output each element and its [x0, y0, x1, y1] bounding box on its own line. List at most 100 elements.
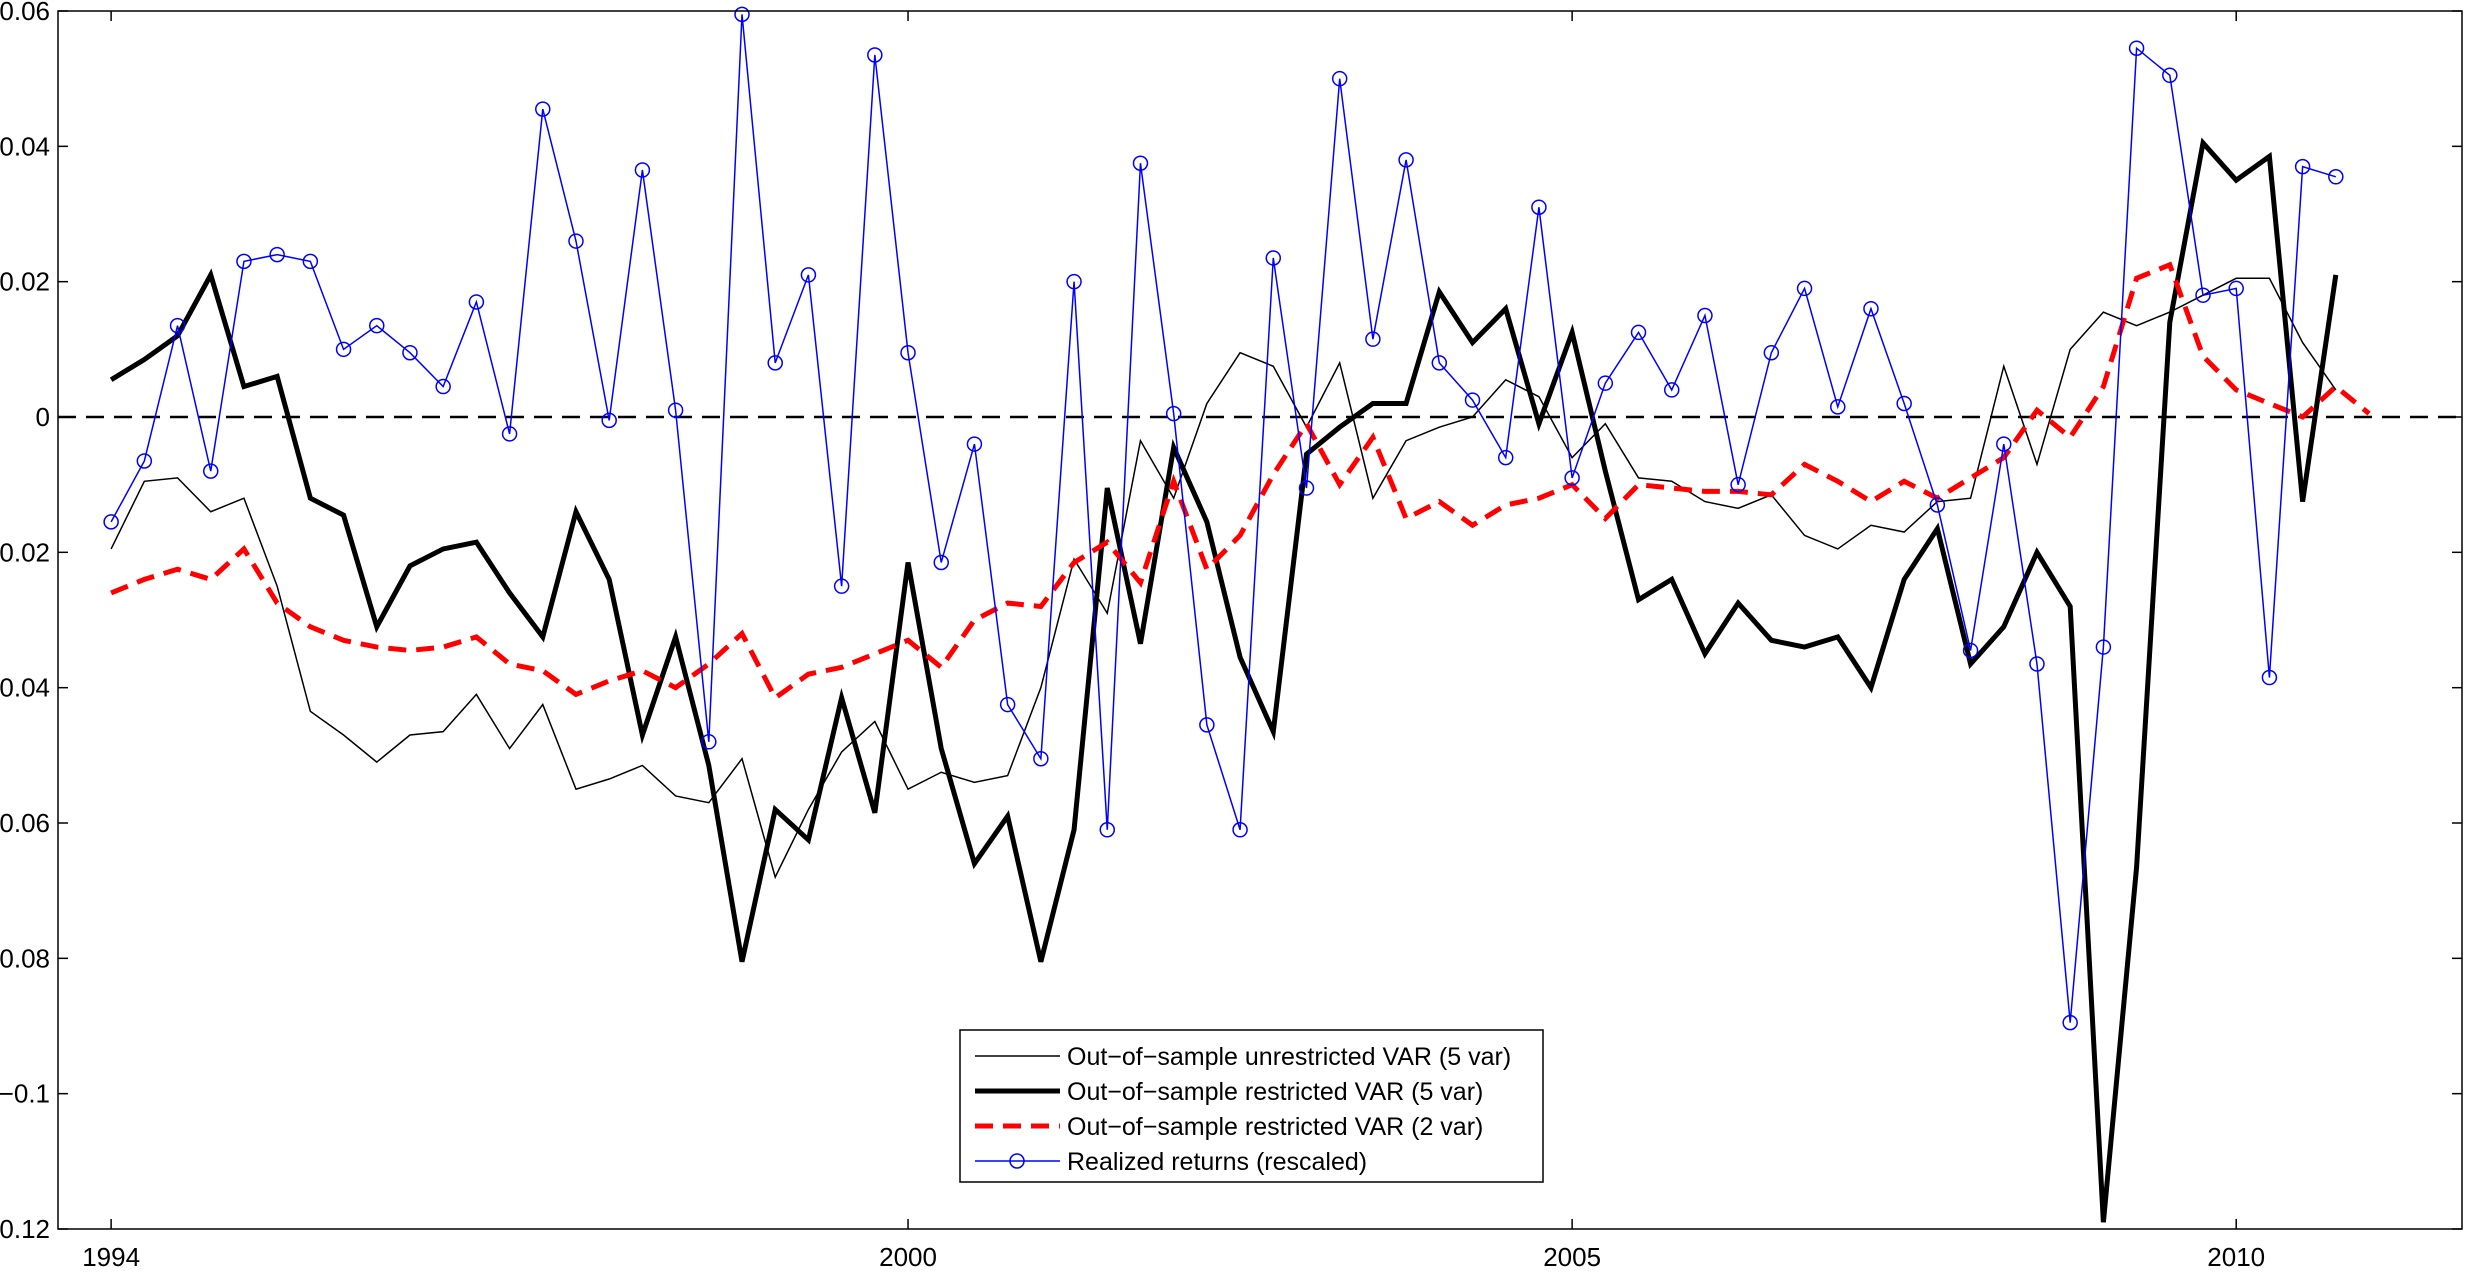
data-point: [1630, 324, 1647, 341]
y-tick-label: 0.06: [0, 0, 50, 26]
series-2: [110, 261, 2371, 702]
data-point: [269, 246, 285, 263]
data-point: [999, 696, 1016, 713]
data-point: [1663, 382, 1680, 398]
data-point: [1697, 307, 1713, 324]
data-point: [1265, 250, 1282, 266]
legend: Out−of−sample unrestricted VAR (5 var) Ou…: [959, 1029, 1544, 1183]
data-point: [933, 554, 949, 571]
data-point: [701, 734, 717, 750]
data-point: [634, 162, 651, 178]
data-point: [202, 463, 219, 479]
y-tick-label: −0.06: [0, 808, 50, 838]
y-tick-label: −0.04: [0, 673, 50, 703]
data-point: [867, 47, 883, 63]
data-point: [2228, 280, 2244, 297]
data-point: [2261, 669, 2278, 686]
data-point: [966, 436, 983, 452]
data-point: [1929, 497, 1946, 513]
data-point: [435, 378, 451, 395]
legend-marker: [1009, 1153, 1025, 1169]
data-point: [568, 233, 584, 249]
data-point: [1996, 436, 2012, 452]
data-point: [1365, 331, 1381, 347]
data-point: [1099, 822, 1116, 838]
y-tick-label: 0.02: [0, 267, 50, 297]
y-tick-label: −0.08: [0, 943, 50, 973]
data-point: [369, 317, 385, 334]
y-tick-label: −0.1: [0, 1079, 50, 1109]
data-point: [1896, 395, 1912, 412]
data-point: [1796, 280, 1813, 297]
data-point: [302, 253, 319, 270]
data-point: [1531, 199, 1547, 215]
data-point: [2294, 158, 2311, 175]
data-point: [169, 317, 186, 334]
legend-label: Out−of−sample restricted VAR (2 var): [1067, 1113, 1483, 1141]
data-point: [1066, 273, 1082, 290]
data-point: [1232, 822, 1248, 838]
data-point: [601, 412, 617, 429]
data-point: [767, 355, 783, 371]
data-point: [1863, 300, 1879, 317]
series-1: [109, 137, 2339, 1223]
data-point: [900, 344, 916, 361]
data-point: [1497, 449, 1514, 466]
series-line: [110, 261, 2371, 702]
data-point: [1033, 750, 1049, 767]
x-tick-label: 2000: [879, 1242, 937, 1272]
data-point: [535, 101, 551, 117]
data-point: [103, 514, 119, 530]
legend-label: Out−of−sample restricted VAR (5 var): [1067, 1078, 1483, 1106]
y-tick-label: −0.02: [0, 537, 50, 567]
x-tick-label: 2005: [1543, 1242, 1601, 1272]
legend-entry: Out−of−sample restricted VAR (5 var): [975, 1078, 1483, 1106]
data-point: [734, 6, 750, 23]
y-tick-label: −0.12: [0, 1214, 50, 1244]
data-point: [468, 294, 485, 310]
data-point: [2195, 287, 2211, 303]
x-tick-label: 1994: [82, 1242, 140, 1272]
data-point: [1564, 470, 1580, 486]
data-point: [1597, 375, 1614, 391]
legend-label: Out−of−sample unrestricted VAR (5 var): [1067, 1043, 1511, 1071]
data-point: [1298, 480, 1315, 496]
series-line: [109, 137, 2339, 1223]
data-point: [1199, 717, 1215, 733]
series-0: [110, 277, 2337, 880]
data-point: [667, 402, 684, 418]
data-point: [1398, 152, 1414, 168]
data-point: [833, 578, 850, 594]
data-point: [136, 453, 153, 469]
data-point: [1464, 392, 1481, 408]
data-point: [2095, 639, 2112, 655]
series-line: [110, 14, 2337, 1023]
data-point: [335, 341, 352, 358]
legend-entry: Out−of−sample unrestricted VAR (5 var): [975, 1043, 1511, 1071]
legend-entry: Realized returns (rescaled): [975, 1148, 1367, 1176]
plot-frame: [57, 10, 2463, 1230]
series-3: [103, 6, 2344, 1031]
data-point: [1962, 642, 1979, 659]
data-point: [2062, 1014, 2078, 1031]
data-point: [1730, 476, 1746, 493]
series-line: [110, 277, 2337, 880]
data-point: [1431, 355, 1448, 371]
data-point: [2029, 656, 2045, 672]
legend-label: Realized returns (rescaled): [1067, 1148, 1367, 1176]
legend-entry: Out−of−sample restricted VAR (2 var): [975, 1113, 1483, 1141]
data-point: [2162, 67, 2178, 84]
data-point: [501, 426, 518, 442]
data-point: [1763, 344, 1780, 361]
y-tick-label: 0: [36, 402, 50, 432]
data-point: [402, 344, 418, 361]
data-point: [1331, 70, 1348, 87]
data-point: [800, 267, 817, 283]
x-tick-label: 2010: [2207, 1242, 2265, 1272]
data-point: [2328, 169, 2344, 185]
data-point: [236, 253, 252, 270]
data-point: [2128, 40, 2145, 56]
